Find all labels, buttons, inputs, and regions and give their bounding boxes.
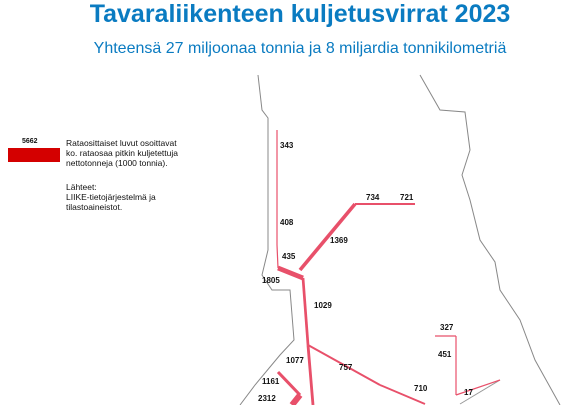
rail-segment [379, 384, 426, 405]
subtitle: Yhteensä 27 miljoonaa tonnia ja 8 miljar… [94, 40, 507, 57]
rail-segment [307, 344, 381, 386]
segment-label: 721 [400, 193, 414, 202]
segment-label: 1077 [286, 356, 304, 365]
segment-label: 2312 [258, 394, 276, 403]
legend-source: tilastoaineistot. [66, 202, 122, 212]
border [459, 379, 501, 405]
segment-label: 1369 [330, 236, 348, 245]
segment-label: 408 [280, 218, 294, 227]
rail-segment [306, 344, 315, 405]
rail-segment [276, 370, 302, 397]
border [239, 74, 295, 405]
legend-sample: 5662 [22, 138, 38, 145]
legend-swatch [8, 148, 60, 162]
segment-label: 327 [440, 323, 454, 332]
segment-label: 1805 [262, 276, 280, 285]
legend-source: LIIKE-tietojärjestelmä ja [66, 192, 156, 202]
rail-segment [277, 265, 304, 281]
legend-text: Rataosittaiset luvut osoittavat [66, 138, 177, 148]
title: Tavaraliikenteen kuljetusvirrat 2023 [90, 0, 511, 28]
legend-source: Lähteet: [66, 182, 97, 192]
segment-label: 710 [414, 384, 428, 393]
segment-label: 1161 [262, 377, 280, 386]
legend-text: ko. rataosaa pitkin kuljetettuja [66, 148, 178, 158]
legend-text: nettotonneja (1000 tonnia). [66, 158, 168, 168]
rail-segment [298, 202, 357, 272]
rail-segment [289, 393, 303, 405]
segment-label: 17 [464, 388, 473, 397]
rail-segment [301, 277, 310, 346]
segment-label: 343 [280, 141, 294, 150]
segment-label: 757 [339, 363, 353, 372]
segment-label: 734 [366, 193, 380, 202]
segment-label: 1029 [314, 301, 332, 310]
rail-segment [455, 379, 501, 396]
segment-label: 451 [438, 350, 452, 359]
border [419, 74, 561, 405]
rail-segment [276, 244, 279, 269]
segment-label: 435 [282, 252, 296, 261]
